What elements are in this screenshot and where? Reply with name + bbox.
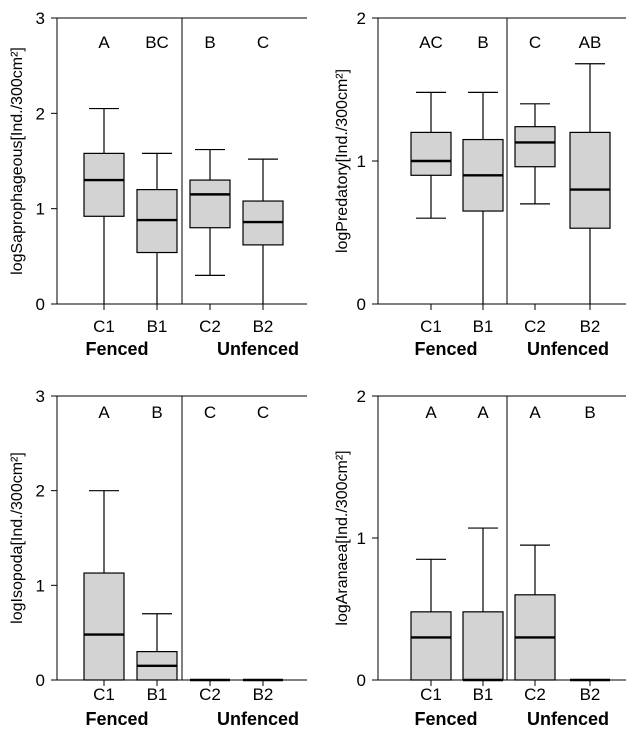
significance-letter: C: [257, 33, 269, 52]
y-tick-label: 3: [36, 9, 45, 28]
y-tick-label: 2: [357, 387, 366, 406]
y-tick-label: 1: [357, 152, 366, 171]
category-label: C2: [199, 685, 221, 704]
category-label: C2: [524, 685, 546, 704]
category-label: B2: [580, 317, 601, 336]
category-label: B1: [473, 317, 494, 336]
group-label: Fenced: [414, 339, 477, 359]
significance-letter: C: [529, 33, 541, 52]
group-label: Unfenced: [527, 709, 609, 729]
box-rect: [569, 131, 611, 229]
y-tick-label: 0: [36, 671, 45, 690]
significance-letter: B: [151, 403, 162, 422]
significance-letter: A: [529, 403, 541, 422]
category-label: C1: [93, 685, 115, 704]
significance-letter: AB: [579, 33, 602, 52]
category-label: B1: [473, 685, 494, 704]
y-tick-label: 1: [357, 529, 366, 548]
y-axis-label: logPredatory[Ind./300cm²]: [334, 69, 351, 253]
y-axis-label: logSaprophageous[Ind./300cm²]: [9, 47, 26, 275]
category-label: C1: [420, 685, 442, 704]
significance-letter: B: [584, 403, 595, 422]
box-rect: [462, 611, 504, 681]
box-rect: [83, 572, 125, 681]
category-label: B2: [580, 685, 601, 704]
significance-letter: B: [477, 33, 488, 52]
box-rect: [83, 152, 125, 217]
y-tick-label: 0: [357, 295, 366, 314]
y-tick-label: 3: [36, 387, 45, 406]
significance-letter: C: [257, 403, 269, 422]
significance-letter: A: [425, 403, 437, 422]
category-label: C2: [199, 317, 221, 336]
significance-letter: AC: [419, 33, 443, 52]
significance-letter: B: [204, 33, 215, 52]
y-tick-label: 0: [357, 671, 366, 690]
y-tick-label: 2: [36, 482, 45, 501]
group-label: Unfenced: [217, 339, 299, 359]
category-label: C1: [93, 317, 115, 336]
y-axis-label: logIsopoda[Ind./300cm²]: [9, 452, 26, 624]
category-label: B2: [253, 685, 274, 704]
category-label: B1: [147, 685, 168, 704]
category-label: B1: [147, 317, 168, 336]
y-axis-label: logAranaea[Ind./300cm²]: [334, 450, 351, 625]
y-tick-label: 2: [36, 104, 45, 123]
significance-letter: BC: [145, 33, 169, 52]
y-tick-label: 1: [36, 200, 45, 219]
significance-letter: A: [98, 33, 110, 52]
y-tick-label: 0: [36, 295, 45, 314]
box-rect: [410, 611, 452, 681]
group-label: Fenced: [85, 709, 148, 729]
box-rect: [514, 126, 556, 168]
significance-letter: A: [98, 403, 110, 422]
box-rect: [189, 179, 231, 229]
box-rect: [410, 131, 452, 176]
group-label: Unfenced: [217, 709, 299, 729]
significance-letter: A: [477, 403, 489, 422]
y-tick-label: 1: [36, 576, 45, 595]
y-tick-label: 2: [357, 9, 366, 28]
category-label: C2: [524, 317, 546, 336]
group-label: Unfenced: [527, 339, 609, 359]
category-label: C1: [420, 317, 442, 336]
group-label: Fenced: [414, 709, 477, 729]
category-label: B2: [253, 317, 274, 336]
significance-letter: C: [204, 403, 216, 422]
group-label: Fenced: [85, 339, 148, 359]
